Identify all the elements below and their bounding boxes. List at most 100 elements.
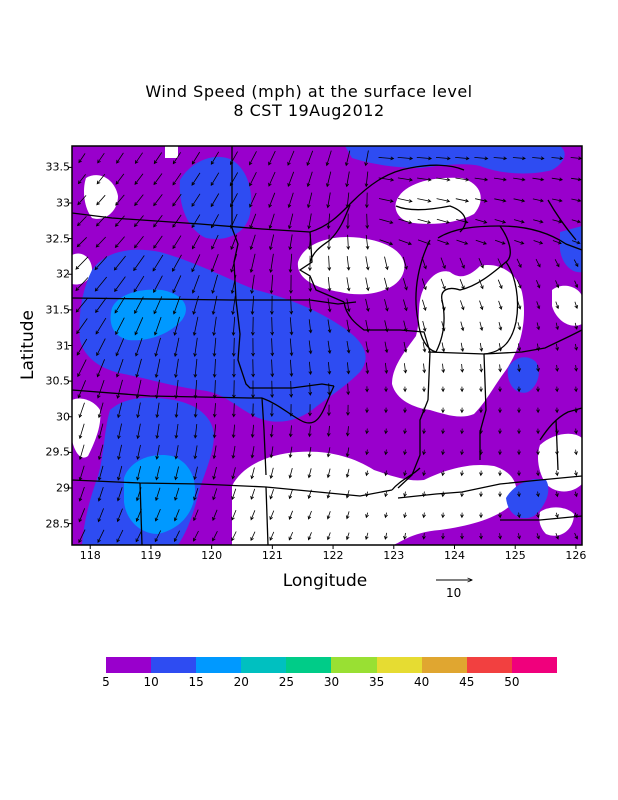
wind-vector — [533, 240, 544, 245]
wind-vector — [345, 192, 350, 209]
boundary-lines — [72, 146, 582, 545]
wind-vector — [154, 508, 161, 522]
calm-region — [297, 236, 405, 295]
wind-vector — [153, 173, 163, 186]
calm-region — [72, 398, 101, 458]
wind-vector — [517, 322, 522, 331]
colorbar-swatch — [151, 657, 197, 673]
wind-vector — [441, 533, 445, 540]
speed-region-10 — [345, 146, 565, 174]
wind-vector — [512, 156, 526, 161]
wind-vector — [136, 466, 142, 481]
wind-vector — [516, 279, 522, 289]
wind-vector — [78, 529, 86, 544]
wind-vector — [134, 173, 144, 185]
wind-vector — [308, 404, 312, 417]
wind-vector — [94, 256, 108, 271]
wind-vector — [250, 488, 256, 500]
wind-vector — [498, 470, 502, 477]
wind-vector — [460, 342, 465, 353]
y-tick-label: 29.5 — [45, 445, 71, 459]
colorbar-label: 5 — [102, 675, 110, 689]
wind-vector — [174, 445, 179, 460]
wind-vector — [326, 447, 331, 458]
wind-vector — [441, 386, 445, 393]
wind-vector — [249, 253, 256, 274]
wind-vector — [555, 532, 559, 540]
wind-vector — [422, 449, 426, 456]
wind-vector — [398, 218, 413, 224]
wind-vector — [231, 424, 236, 439]
calm-region — [539, 507, 574, 536]
wind-vector — [289, 359, 294, 378]
wind-vector — [231, 295, 236, 316]
wind-vector — [172, 295, 181, 315]
wind-vector — [403, 428, 407, 435]
wind-vector — [210, 254, 219, 273]
wind-vector — [193, 379, 198, 399]
wind-vector — [326, 468, 331, 479]
colorbar-swatch — [466, 657, 512, 673]
wind-vector — [211, 234, 219, 250]
wind-vector — [192, 235, 200, 250]
wind-vector — [456, 219, 469, 224]
wind-vector — [78, 465, 85, 481]
wind-vector — [555, 301, 560, 310]
wind-vector — [384, 407, 388, 414]
wind-vector — [346, 383, 351, 396]
wind-vector — [441, 299, 446, 311]
wind-vector — [153, 316, 162, 336]
wind-vector — [96, 359, 105, 378]
wind-vector — [536, 301, 541, 310]
wind-vector — [493, 177, 507, 182]
wind-vector — [173, 337, 180, 358]
wind-vector — [517, 533, 521, 540]
wind-vector — [135, 530, 143, 543]
wind-vector — [269, 425, 274, 438]
wind-vector — [327, 277, 332, 292]
wind-vector — [115, 194, 125, 206]
wind-vector — [95, 297, 107, 314]
wind-vector — [269, 510, 275, 521]
wind-vector — [494, 198, 507, 203]
wind-vector — [288, 489, 293, 500]
wind-vector — [533, 219, 544, 224]
wind-vector — [517, 386, 521, 393]
speed-region-10 — [507, 357, 539, 393]
wind-vector — [97, 508, 104, 523]
x-axis-label: Longitude — [282, 571, 368, 591]
x-tick-label: 120 — [201, 549, 223, 562]
wind-vector — [498, 300, 503, 310]
wind-vector — [115, 338, 125, 357]
wind-vector — [555, 470, 559, 477]
wind-vector — [552, 219, 563, 224]
wind-vector — [514, 240, 525, 245]
wind-vector — [384, 470, 388, 477]
wind-vector — [574, 491, 578, 498]
wind-vector — [135, 508, 142, 522]
colorbar-label: 40 — [414, 675, 430, 689]
wind-vector — [397, 177, 413, 182]
wind-vector — [551, 156, 564, 161]
wind-vector — [96, 173, 106, 185]
wind-vector — [152, 254, 164, 272]
wind-vector — [193, 445, 198, 460]
wind-vector — [211, 274, 218, 294]
wind-vector — [479, 470, 483, 477]
wind-vector — [459, 279, 465, 290]
wind-vector — [250, 467, 255, 480]
wind-vector — [574, 301, 579, 309]
wind-vector — [365, 532, 369, 541]
wind-vector — [269, 467, 274, 480]
y-tick-label: 31 — [56, 339, 70, 352]
wind-vector — [289, 380, 294, 398]
wind-vector — [403, 449, 407, 456]
wind-vector — [422, 299, 427, 311]
wind-vector — [193, 337, 198, 358]
wind-vector — [134, 317, 144, 336]
wind-vector — [455, 156, 470, 161]
x-tick-label: 121 — [261, 549, 283, 562]
wind-vector — [307, 425, 312, 438]
wind-vector — [365, 428, 369, 435]
wind-vector — [478, 279, 484, 290]
